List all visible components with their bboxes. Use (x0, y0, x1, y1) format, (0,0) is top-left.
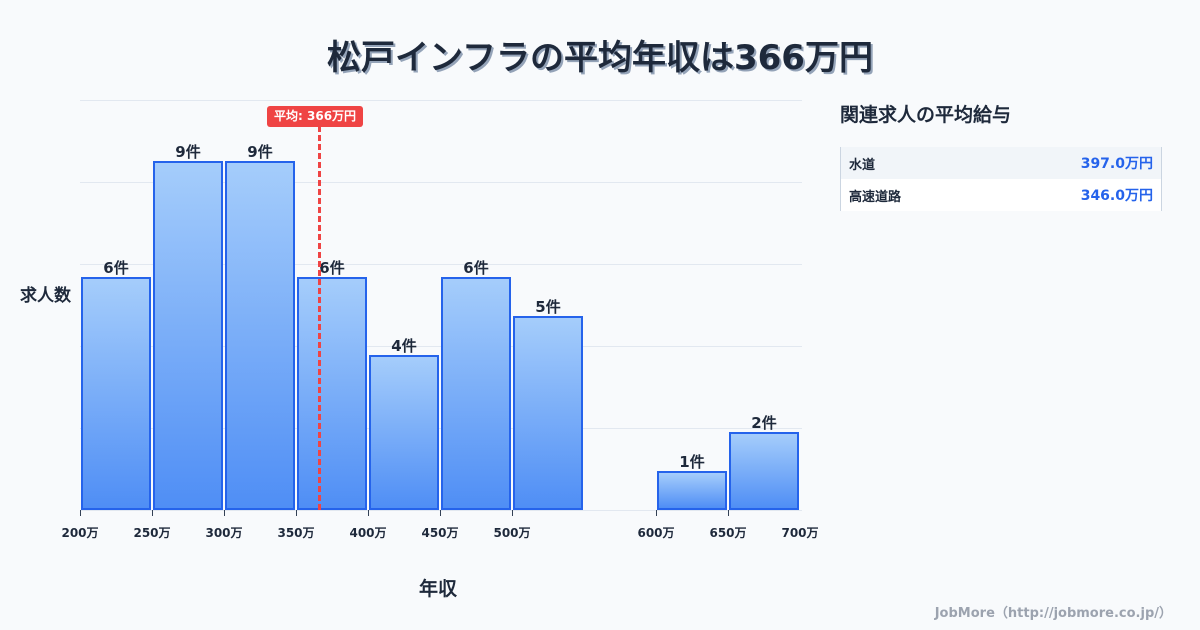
job-category-name: 水道 (849, 157, 876, 173)
histogram-chart: 6件 9件 9件 6件 4件 6件 5件 1件 2件 200万 250万 300万 350万 400万 4… (20, 100, 819, 600)
x-tick-label: 650万 (709, 526, 747, 540)
x-axis-baseline (80, 510, 802, 511)
histogram-bar (513, 316, 583, 510)
x-tick-mark (512, 510, 513, 516)
bar-count-label: 6件 (319, 259, 345, 278)
histogram-bar (657, 471, 727, 510)
histogram-bar (225, 160, 295, 510)
bar-count-label: 4件 (391, 336, 417, 355)
x-tick-mark (80, 510, 81, 516)
average-line (318, 126, 322, 510)
x-tick-mark (728, 510, 729, 516)
histogram-bar (441, 277, 511, 510)
histogram-bar (153, 160, 223, 510)
related-salary-panel: 関連求人の平均給与 水道 397.0万円 高速道路 346.0万円 (840, 100, 1162, 211)
x-tick-label: 200万 (61, 526, 99, 540)
x-tick-mark (368, 510, 369, 516)
x-tick-label: 500万 (493, 526, 531, 540)
job-category-name: 高速道路 (849, 189, 902, 205)
footer-credit: JobMore（http://jobmore.co.jp/） (934, 606, 1172, 621)
x-axis-label: 年収 (419, 578, 458, 600)
gridline (80, 264, 802, 265)
histogram-bar (81, 277, 151, 510)
x-tick-label: 450万 (421, 526, 459, 540)
related-salary-row: 水道 397.0万円 (841, 147, 1161, 179)
y-axis-label: 求人数 (20, 286, 71, 306)
x-tick-mark (152, 510, 153, 516)
bar-count-label: 9件 (175, 142, 201, 161)
x-tick-mark (296, 510, 297, 516)
gridline (80, 182, 802, 183)
job-category-salary: 346.0万円 (1080, 188, 1153, 204)
average-badge: 平均: 366万円 (267, 106, 364, 127)
x-tick-label: 250万 (133, 526, 171, 540)
histogram-bar (369, 354, 439, 510)
related-salary-table: 水道 397.0万円 高速道路 346.0万円 (840, 147, 1162, 211)
histogram-bar (729, 432, 799, 510)
x-tick-label: 400万 (349, 526, 387, 540)
bar-count-label: 9件 (247, 142, 273, 161)
x-tick-label: 700万 (781, 526, 819, 540)
x-tick-mark (440, 510, 441, 516)
x-tick-label: 300万 (205, 526, 243, 540)
job-category-salary: 397.0万円 (1080, 156, 1153, 172)
histogram-bar (297, 277, 367, 510)
bar-count-label: 5件 (535, 298, 561, 316)
bar-count-label: 6件 (103, 259, 129, 278)
page-title: 松戸インフラの平均年収は366万円 (327, 38, 873, 78)
gridline (80, 100, 802, 101)
x-tick-mark (656, 510, 657, 516)
x-tick-label: 350万 (277, 526, 315, 540)
bar-count-label: 1件 (679, 453, 705, 472)
x-tick-label: 600万 (637, 526, 675, 540)
related-salary-title: 関連求人の平均給与 (840, 104, 1012, 126)
bar-count-label: 2件 (751, 414, 777, 433)
related-salary-row: 高速道路 346.0万円 (841, 179, 1161, 211)
x-tick-mark (224, 510, 225, 516)
bar-count-label: 6件 (463, 259, 489, 278)
